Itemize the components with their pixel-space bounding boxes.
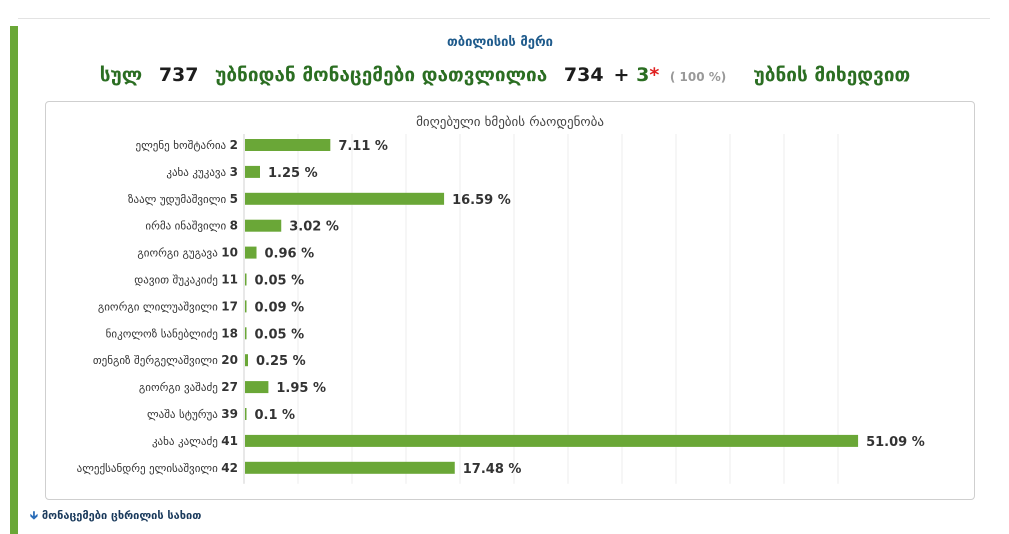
data-label: 0.05 % [255,274,305,289]
bar[interactable] [245,219,282,232]
category-label: ნიკოლოზ სანებლიძე 18 [106,326,238,340]
data-label: 17.48 % [463,462,522,477]
category-label: ლაშა სტურუა 39 [147,407,238,421]
summary-counted: 734 [563,64,604,86]
category-label: დავით შუკაკიძე 11 [134,273,238,287]
data-label: 1.25 % [268,166,318,181]
chart-title: მიღებული ხმების რაოდენობა [416,115,604,130]
summary-total: 737 [158,64,199,86]
category-label: ალექსანდრე ელისაშვილი 42 [77,461,238,475]
summary-star: * [649,64,660,86]
bar-chart: ელენე ხოშტარია 2 7.11 % კახა კუკავა 3 1.25 … [77,134,925,484]
data-label: 0.05 % [255,327,305,342]
summary-plus: + [613,64,630,86]
bar[interactable] [245,408,247,420]
summary-extra: 3 [636,64,650,86]
bar[interactable] [245,461,455,474]
data-label: 0.1 % [255,408,296,423]
category-label: თენგიზ შერგელაშვილი 20 [93,353,238,367]
category-label: ზაალ უდუმაშვილი 5 [128,192,238,206]
bar[interactable] [245,300,247,313]
top-divider [18,18,990,19]
summary-total-label: სულ [99,64,143,86]
category-label: ირმა ინაშვილი 8 [145,219,238,233]
category-label: გიორგი ვაშაძე 27 [139,380,238,394]
summary-percent: ( 100 %) [669,70,727,84]
bar[interactable] [245,139,331,151]
left-accent-bar [10,26,18,534]
bar[interactable] [245,246,257,259]
data-label: 0.96 % [265,247,315,262]
data-label: 16.59 % [452,193,511,208]
data-label: 51.09 % [866,435,925,450]
category-label: ელენე ხოშტარია 2 [136,138,238,152]
summary-suffix: უბნის მიხედვით [753,64,911,86]
table-view-link[interactable]: 🡳 მონაცემები ცხრილის სახით [30,507,201,526]
arrow-down-icon: 🡳 [30,509,38,522]
category-label: გიორგი ლილუაშვილი 17 [98,299,238,313]
bar[interactable] [245,381,269,394]
data-label: 0.25 % [256,354,306,369]
gridlines [297,134,839,484]
data-label: 7.11 % [338,139,388,154]
region-title: თბილისის მერი [447,35,553,50]
data-label: 1.95 % [276,381,326,396]
bar[interactable] [245,165,260,178]
chart-panel: მიღებული ხმების რაოდენობა ელენე ხოშტარია… [45,101,975,500]
bar[interactable] [245,327,247,340]
data-label: 3.02 % [289,220,339,235]
bar[interactable] [245,273,247,286]
category-label: კახა კუკავა 3 [166,165,238,179]
results-summary: სულ 737 უბნიდან მონაცემები დათვლილია 734… [0,64,1009,86]
bar[interactable] [245,434,859,447]
category-label: კახა კალაძე 41 [152,434,238,448]
bar[interactable] [245,354,248,367]
data-label: 0.09 % [255,300,305,315]
table-view-link-label: მონაცემები ცხრილის სახით [41,509,202,522]
summary-from-label: უბნიდან მონაცემები დათვლილია [215,64,548,86]
bar[interactable] [245,192,445,205]
category-label: გიორგი გუგავა 10 [137,246,238,260]
